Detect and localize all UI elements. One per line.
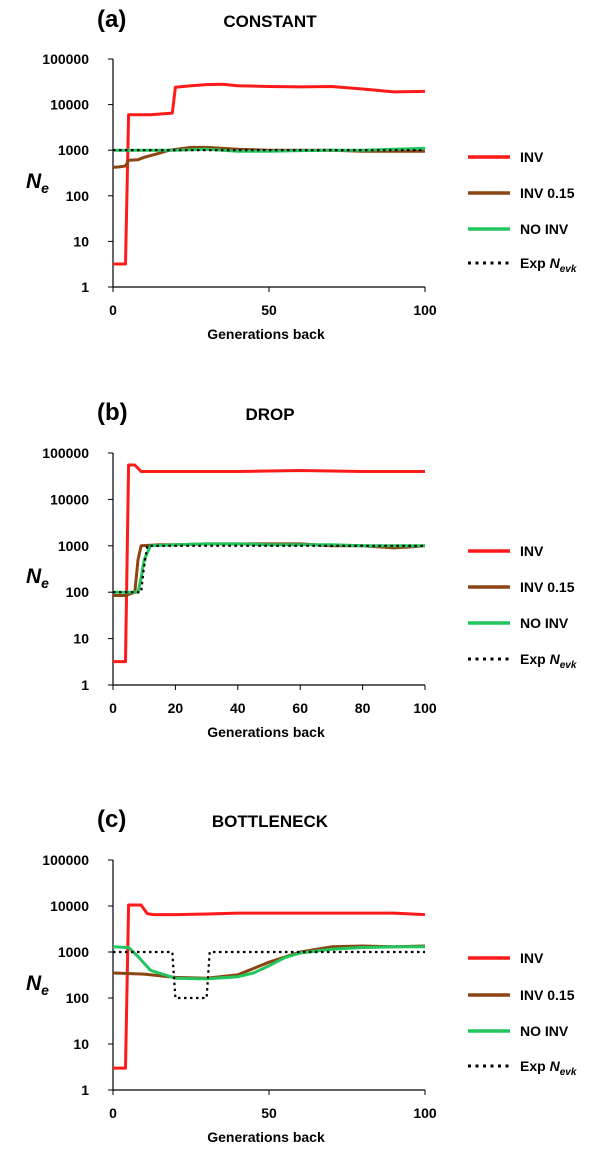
legend-label: INV — [520, 950, 544, 966]
x-tick-label: 60 — [292, 700, 308, 716]
chart-title: DROP — [245, 405, 294, 424]
y-tick-label: 1 — [81, 677, 89, 693]
legend-label: INV — [520, 543, 544, 559]
x-tick-label: 50 — [261, 1105, 277, 1121]
legend-label: NO INV — [520, 615, 569, 631]
y-tick-label: 10 — [73, 631, 89, 647]
chart-title: BOTTLENECK — [212, 812, 329, 831]
y-tick-label: 100000 — [42, 445, 89, 461]
y-tick-label: 10000 — [50, 491, 89, 507]
y-tick-label: 1000 — [58, 538, 89, 554]
chart-panel-1: (a) CONSTANT 1 10 100 1000 10000 100000 0 50 100 Ge… — [26, 6, 577, 342]
y-tick-label: 100000 — [42, 852, 89, 868]
legend-label: Exp Nevk — [520, 1058, 577, 1078]
y-tick-label: 100 — [66, 188, 90, 204]
y-tick-label: 1 — [81, 279, 89, 295]
x-tick-label: 50 — [261, 302, 277, 318]
x-tick-label: 100 — [413, 700, 437, 716]
series-line-inv — [113, 82, 426, 266]
y-tick-label: 10000 — [50, 898, 89, 914]
x-axis-label: Generations back — [207, 326, 325, 342]
y-tick-label: 1000 — [58, 142, 89, 158]
x-tick-label: 0 — [109, 302, 117, 318]
y-tick-label: 10 — [73, 233, 89, 249]
series-line-no-inv — [112, 945, 425, 981]
series-line-exp-nevk — [113, 544, 425, 594]
y-tick-label: 100 — [66, 990, 90, 1006]
legend-label: NO INV — [520, 221, 569, 237]
y-tick-label: 10000 — [50, 97, 89, 113]
x-tick-label: 20 — [168, 700, 184, 716]
series-line-no-inv — [113, 542, 425, 594]
y-tick-label: 100 — [66, 584, 90, 600]
series-line-inv — [113, 463, 425, 664]
series-line-inv — [113, 903, 426, 1070]
y-tick-label: 100000 — [42, 51, 89, 67]
chart-panel-3: (c) BOTTLENECK 1 10 100 1000 10000 100000 0 50 100… — [26, 806, 577, 1145]
series-line-exp-nevk — [113, 950, 425, 1000]
x-tick-label: 0 — [109, 700, 117, 716]
panel-label: (b) — [97, 399, 128, 426]
y-axis-label: Ne — [26, 170, 49, 196]
x-axis-label: Generations back — [207, 1129, 325, 1145]
legend-label: INV 0.15 — [520, 185, 575, 201]
y-tick-label: 1 — [81, 1082, 89, 1098]
legend-label: INV 0.15 — [520, 579, 575, 595]
x-tick-label: 80 — [355, 700, 371, 716]
x-tick-label: 100 — [413, 1105, 437, 1121]
panel-label: (a) — [97, 6, 126, 33]
x-tick-label: 100 — [413, 302, 437, 318]
legend-label: NO INV — [520, 1023, 569, 1039]
y-axis-label: Ne — [26, 565, 49, 591]
x-axis-label: Generations back — [207, 724, 325, 740]
chart-title: CONSTANT — [223, 12, 317, 31]
x-tick-label: 0 — [109, 1105, 117, 1121]
y-tick-label: 10 — [73, 1036, 89, 1052]
y-axis-label: Ne — [26, 972, 49, 998]
legend-label: INV 0.15 — [520, 987, 575, 1003]
legend-label: INV — [520, 149, 544, 165]
legend-label: Exp Nevk — [520, 255, 577, 275]
series-line-inv-015 — [113, 542, 426, 597]
y-tick-label: 1000 — [58, 944, 89, 960]
panel-label: (c) — [97, 806, 126, 833]
chart-panel-2: (b) DROP 1 10 100 1000 10000 100000 0 20 40 60 80 100… — [26, 399, 577, 740]
x-tick-label: 40 — [230, 700, 246, 716]
legend-label: Exp Nevk — [520, 651, 577, 671]
